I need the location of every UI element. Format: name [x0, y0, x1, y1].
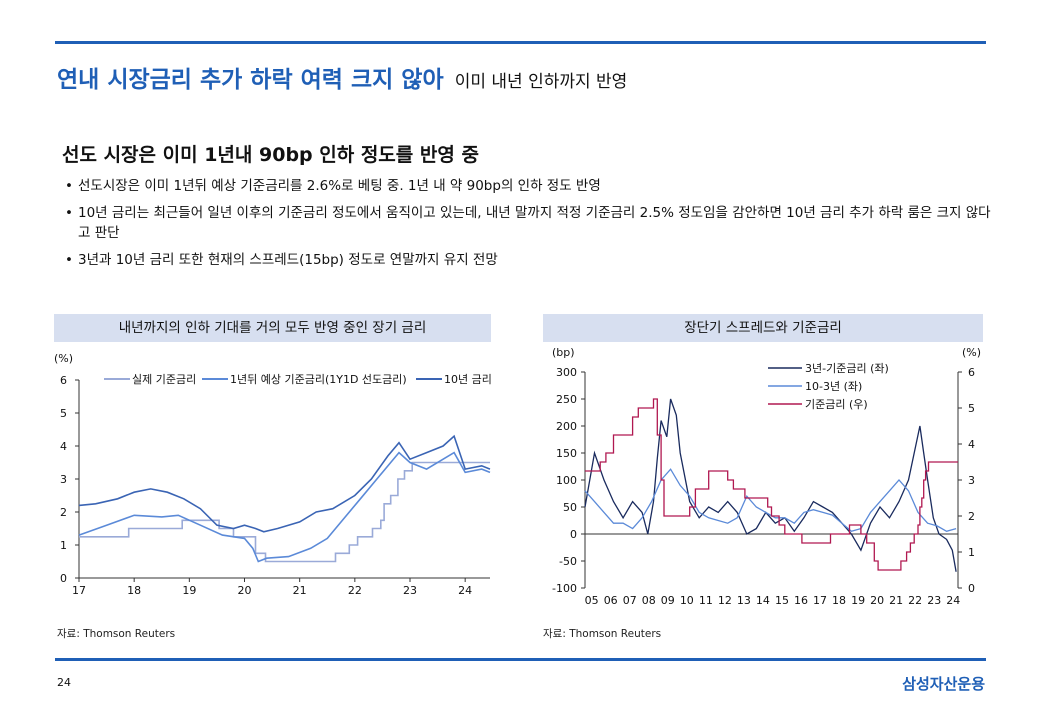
right-x-tick-label: 07	[623, 594, 637, 607]
right-right-tick-label: 5	[968, 402, 975, 415]
right-left-tick-label: 100	[556, 474, 577, 487]
left-chart-source: 자료: Thomson Reuters	[57, 628, 176, 640]
left-legend-label: 실제 기준금리	[132, 373, 196, 386]
right-x-tick-label: 18	[832, 594, 846, 607]
left-series-line	[79, 461, 490, 563]
page-title-main: 연내 시장금리 추가 하락 여력 크지 않아	[57, 67, 444, 93]
left-series-line	[78, 434, 491, 533]
left-y-tick-label: 6	[60, 374, 67, 387]
right-series-line	[584, 398, 957, 572]
right-right-tick-label: 3	[968, 474, 975, 487]
right-left-tick-label: 0	[570, 528, 577, 541]
right-x-tick-label: 16	[794, 594, 808, 607]
headline: 선도 시장은 이미 1년내 90bp 인하 정도를 반영 중	[62, 144, 479, 166]
right-x-tick-label: 14	[756, 594, 770, 607]
left-x-tick-label: 24	[458, 584, 472, 597]
left-y-tick-label: 0	[60, 572, 67, 585]
left-y-tick-label: 2	[60, 506, 67, 519]
right-x-tick-label: 22	[908, 594, 922, 607]
left-y-tick-label: 5	[60, 407, 67, 420]
right-legend-label: 10-3년 (좌)	[805, 380, 862, 393]
bottom-rule	[55, 658, 986, 661]
left-x-tick-label: 17	[72, 584, 86, 597]
right-left-tick-label: 150	[556, 447, 577, 460]
right-right-tick-label: 6	[968, 366, 975, 379]
right-left-tick-label: 300	[556, 366, 577, 379]
left-y-tick-label: 4	[60, 440, 67, 453]
left-legend-label: 10년 금리	[444, 373, 492, 386]
right-right-tick-label: 2	[968, 510, 975, 523]
left-x-tick-label: 23	[403, 584, 417, 597]
right-x-tick-label: 12	[718, 594, 732, 607]
left-x-tick-label: 20	[238, 584, 252, 597]
right-left-tick-label: -50	[559, 555, 577, 568]
right-x-tick-label: 20	[870, 594, 884, 607]
page-title: 연내 시장금리 추가 하락 여력 크지 않아 이미 내년 인하까지 반영	[57, 60, 627, 94]
left-y-tick-label: 3	[60, 473, 67, 486]
bullet-item: 3년과 10년 금리 또한 현재의 스프레드(15bp) 정도로 연말까지 유지…	[62, 250, 992, 270]
right-legend-label: 기준금리 (우)	[805, 398, 868, 411]
brand-logo: 삼성자산운용	[902, 675, 985, 693]
left-chart-title: 내년까지의 인하 기대를 거의 모두 반영 중인 장기 금리	[54, 314, 491, 342]
right-series-line	[585, 398, 958, 571]
top-rule	[55, 41, 986, 44]
right-left-tick-label: 250	[556, 393, 577, 406]
right-legend-label: 3년-기준금리 (좌)	[805, 362, 889, 375]
right-chart: (bp) (%) -100-50050100150200250300012345…	[552, 346, 981, 607]
right-left-tick-label: -100	[552, 582, 577, 595]
left-legend-label: 1년뒤 예상 기준금리(1Y1D 선도금리)	[230, 373, 407, 386]
left-x-tick-label: 21	[293, 584, 307, 597]
left-x-tick-label: 19	[182, 584, 196, 597]
right-left-tick-label: 200	[556, 420, 577, 433]
right-right-tick-label: 0	[968, 582, 975, 595]
bullet-list: 선도시장은 이미 1년뒤 예상 기준금리를 2.6%로 베팅 중. 1년 내 약…	[62, 176, 992, 277]
left-x-tick-label: 18	[127, 584, 141, 597]
right-x-tick-label: 08	[642, 594, 656, 607]
right-x-tick-label: 10	[680, 594, 694, 607]
right-x-tick-label: 21	[889, 594, 903, 607]
left-x-tick-label: 22	[348, 584, 362, 597]
right-x-tick-label: 19	[851, 594, 865, 607]
right-right-tick-label: 4	[968, 438, 975, 451]
page-number: 24	[57, 676, 71, 689]
left-series-line	[78, 451, 491, 563]
right-x-tick-label: 17	[813, 594, 827, 607]
right-chart-source: 자료: Thomson Reuters	[543, 628, 662, 640]
right-chart-unit-left: (bp)	[552, 346, 575, 359]
right-series-line	[584, 468, 957, 533]
bullet-item: 선도시장은 이미 1년뒤 예상 기준금리를 2.6%로 베팅 중. 1년 내 약…	[62, 176, 992, 196]
right-x-tick-label: 05	[585, 594, 599, 607]
right-x-tick-label: 06	[604, 594, 618, 607]
right-right-tick-label: 1	[968, 546, 975, 559]
right-chart-unit-right: (%)	[962, 346, 981, 359]
right-x-tick-label: 23	[927, 594, 941, 607]
left-chart-unit: (%)	[54, 352, 73, 365]
left-y-tick-label: 1	[60, 539, 67, 552]
right-chart-title: 장단기 스프레드와 기준금리	[543, 314, 983, 342]
right-x-tick-label: 24	[946, 594, 960, 607]
right-x-tick-label: 13	[737, 594, 751, 607]
right-x-tick-label: 15	[775, 594, 789, 607]
right-x-tick-label: 09	[661, 594, 675, 607]
page-title-sub: 이미 내년 인하까지 반영	[454, 72, 628, 92]
bullet-item: 10년 금리는 최근들어 일년 이후의 기준금리 정도에서 움직이고 있는데, …	[62, 203, 992, 243]
right-left-tick-label: 50	[563, 501, 577, 514]
right-x-tick-label: 11	[699, 594, 713, 607]
